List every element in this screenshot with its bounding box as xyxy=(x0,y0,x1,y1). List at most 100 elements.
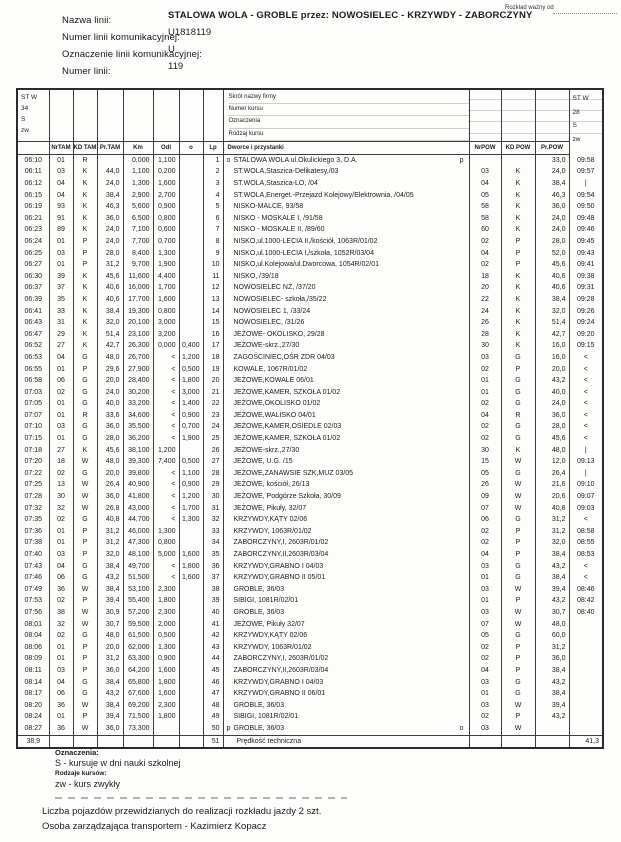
col-header-stops: Dworce i przystanki xyxy=(222,140,469,155)
cell-odl: 2,300 xyxy=(152,699,179,712)
cell-kd-pow: G xyxy=(500,351,535,364)
right-course-type: zw xyxy=(572,135,581,143)
cell-pr-pow: 24,0 xyxy=(534,398,569,410)
cell-lp: 21 xyxy=(202,386,223,399)
cell-odl-o xyxy=(178,688,203,700)
timetable-summary: 38,9 51 Prędkość techniczna 41,3 xyxy=(16,734,603,749)
cell-pr-tam: 24,0 xyxy=(96,235,123,248)
cell-kd-pow: K xyxy=(500,340,535,352)
cell-pr-pow: 40,6 xyxy=(534,282,569,294)
cell-return-time: 09:07 xyxy=(568,491,603,503)
right-course-block: ST W 28 S zw xyxy=(568,89,603,155)
cell-kd-pow: K xyxy=(500,444,535,457)
cell-nr-pow: 26 xyxy=(468,479,501,492)
cell-empty xyxy=(122,734,153,749)
cell-nr-tam: 27 xyxy=(48,444,73,457)
cell-return-time: 08:55 xyxy=(568,537,603,549)
cell-nr-pow: 01 xyxy=(468,386,501,399)
timetable-row: 06:15 04 K 38,4 2,900 2,700 4 ST.WOLA,Energet.-… xyxy=(16,189,603,202)
cell-return-time xyxy=(568,618,603,631)
cell-kd-tam: K xyxy=(72,340,97,352)
cell-kd-tam: P xyxy=(72,525,97,538)
cell-nr-pow: 03 xyxy=(468,166,501,178)
cell-lp: 34 xyxy=(202,537,223,549)
cell-depart-time: 08:14 xyxy=(16,676,49,689)
mid-header-course-type: Rodzaj kursu xyxy=(228,129,469,141)
cell-pr-tam: 45,6 xyxy=(96,270,123,283)
cell-nr-tam: 89 xyxy=(48,224,73,236)
cell-stop-name: GROBLE, 36/03 xyxy=(222,583,469,596)
cell-nr-pow: 04 xyxy=(468,549,501,561)
cell-depart-time: 06:43 xyxy=(16,317,49,329)
cell-stop-name: NISKO-MALCE, 93/58 xyxy=(222,201,469,213)
cell-nr-pow: 20 xyxy=(468,282,501,294)
timetable-row: 06:12 04 K 24,0 1,300 1,600 3 ST.WOLA,Staszica-… xyxy=(16,178,603,190)
cell-kd-pow: W xyxy=(500,491,535,503)
cell-nr-pow: 02 xyxy=(468,433,501,445)
cell-pr-tam: 42,7 xyxy=(96,340,123,352)
cell-nr-pow: 28 xyxy=(468,328,501,341)
cell-odl: 1,600 xyxy=(152,178,179,190)
cell-lp: 36 xyxy=(202,560,223,573)
cell-depart-time: 08:24 xyxy=(16,711,49,723)
timetable-row: 07:40 03 P 32,0 48,100 5,000 1,600 35 ZABORCZYNY… xyxy=(16,549,603,561)
cell-pr-pow: 60,0 xyxy=(534,630,569,642)
cell-return-time: | xyxy=(568,467,603,480)
cell-odl: < xyxy=(152,514,179,526)
cell-nr-tam: 03 xyxy=(48,166,73,178)
cell-depart-time: 07:53 xyxy=(16,595,49,607)
cell-odl: < xyxy=(152,398,179,410)
cell-kd-pow: W xyxy=(500,606,535,619)
cell-km: 47,300 xyxy=(122,537,153,549)
cell-odl: < xyxy=(152,502,179,515)
cell-pr-tam xyxy=(96,154,123,167)
cell-pr-tam: 24,0 xyxy=(96,178,123,190)
cell-nr-tam: 03 xyxy=(48,421,73,434)
cell-depart-time: 07:38 xyxy=(16,537,49,549)
cell-depart-time: 07:03 xyxy=(16,386,49,399)
cell-empty xyxy=(96,734,123,749)
col-header-prtam: Pr.TAM xyxy=(96,140,123,155)
cell-km: 34,600 xyxy=(122,409,153,422)
cell-stop-name: JEŻOWE, Pikuły 32/07 xyxy=(222,618,469,631)
cell-pr-pow: 32,0 xyxy=(534,305,569,318)
cell-lp: 19 xyxy=(202,363,223,376)
cell-stop-name: JEŻOWE-skrz.,27/30 xyxy=(222,340,469,352)
cell-lp: 49 xyxy=(202,711,223,723)
cell-odl-o: 1,600 xyxy=(178,572,203,584)
cell-kd-pow: G xyxy=(500,572,535,584)
timetable-row: 06:52 27 K 42,7 26,300 0,000 0,400 17 JEŻOWE-skr… xyxy=(16,340,603,352)
timetable-row: 08:04 02 G 48,0 61,500 0,500 42 KRZYWDY,KĄTY 02… xyxy=(16,630,603,642)
cell-kd-pow: P xyxy=(500,525,535,538)
cell-pr-tam: 39,4 xyxy=(96,595,123,607)
cell-nr-pow: 07 xyxy=(468,618,501,631)
stop-marker-left: p xyxy=(226,724,231,732)
cell-return-time: 09:38 xyxy=(568,270,603,283)
cell-kd-tam: W xyxy=(72,456,97,468)
timetable-row: 08:11 03 P 36,0 64,200 1,600 45 ZABORCZYNY,II,2… xyxy=(16,664,603,677)
cell-pr-tam: 48,0 xyxy=(96,456,123,468)
cell-nr-pow: 05 xyxy=(468,630,501,642)
cell-lp: 47 xyxy=(202,688,223,700)
timetable-row: 06:25 03 P 28,0 8,400 1,300 9 NISKO,ul.1000-LEC… xyxy=(16,247,603,260)
timetable-row: 08:06 01 P 20,0 62,000 1,300 43 KRZYWDY, 1063R/… xyxy=(16,641,603,654)
stop-name-text: JEŻOWE, Pikuły, 32/07 xyxy=(233,504,307,512)
cell-lp: 12 xyxy=(202,282,223,294)
cell-odl-o xyxy=(178,711,203,723)
cell-stop-name: ZAGOŚCINIEC,OŚR ZDR 04/03 xyxy=(222,351,469,364)
cell-nr-tam: 02 xyxy=(48,386,73,399)
cell-kd-tam: K xyxy=(72,328,97,341)
cell-stop-name: JEŻOWE,ZANAWSIE SZK,MUZ 03/05 xyxy=(222,467,469,480)
header-spacer-cell xyxy=(72,89,97,142)
cell-km: 49,700 xyxy=(122,560,153,573)
cell-stop-name: JEŻOWE-skrz.,27/30 xyxy=(222,444,469,457)
cell-pr-tam: 44,0 xyxy=(96,166,123,178)
timetable-row: 07:38 01 P 31,2 47,300 0,800 34 ZABORCZYNY,I, 2… xyxy=(16,537,603,549)
timetable-row: 07:49 36 W 38,4 53,100 2,300 38 GROBLE, 36/03 03… xyxy=(16,583,603,596)
stop-name-text: JEŻOWE,KAMER, SZKOŁA 01/02 xyxy=(233,435,341,443)
cell-depart-time: 07:25 xyxy=(16,479,49,492)
timetable-row: 06:27 01 P 31,2 9,700 1,900 10 NISKO,ul.Kolejow… xyxy=(16,259,603,271)
cell-nr-tam: 06 xyxy=(48,375,73,387)
cell-return-time: < xyxy=(568,363,603,376)
cell-lp: 18 xyxy=(202,351,223,364)
